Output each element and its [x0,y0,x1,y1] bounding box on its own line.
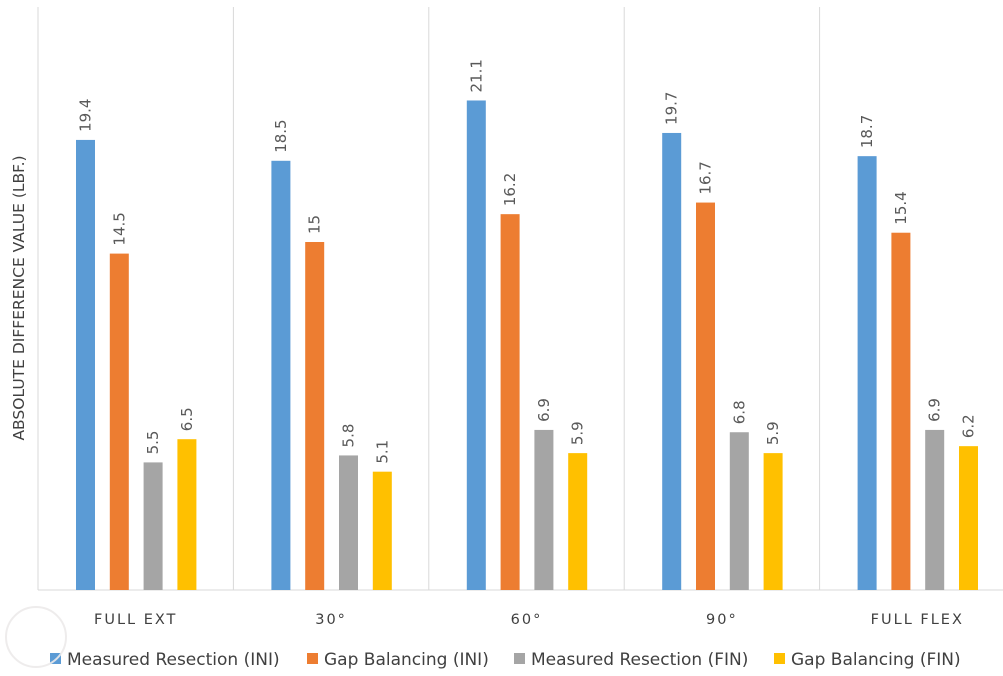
bar [372,471,392,590]
legend: Measured Resection (INI) Gap Balancing (I… [50,650,961,670]
bar [500,214,520,590]
bar [729,432,749,590]
bar [339,455,358,590]
legend-swatch [774,653,785,664]
bar [925,429,945,590]
bar-value-label: 14.5 [110,212,128,245]
bars [76,100,978,591]
bar [763,453,783,590]
bar-value-label: 15 [306,215,324,234]
bar [662,132,682,590]
bar-value-label: 18.5 [272,119,290,152]
category-label: 30° [315,612,347,628]
bar-value-label: 21.1 [467,59,485,92]
bar-value-label: 6.9 [926,398,944,422]
legend-swatch [307,653,318,664]
bar-value-label: 5.8 [340,424,358,448]
category-label: 60° [511,612,543,628]
bar-value-label: 16.2 [501,173,519,206]
category-separators [37,7,821,590]
legend-item-label: Measured Resection (FIN) [531,650,748,670]
bar-value-label: 6.5 [178,407,196,431]
bar [466,100,486,590]
bar-value-label: 18.7 [858,115,876,148]
category-labels: FULL EXT 30° 60° 90° FULL FLEX [94,612,964,628]
bar [305,242,325,590]
bar [959,446,978,590]
bar [534,429,554,590]
legend-item-label: Measured Resection (INI) [67,650,280,670]
legend-item-label: Gap Balancing (FIN) [791,650,961,670]
bar-value-label: 5.9 [569,421,587,445]
bar-value-label: 5.1 [373,440,391,464]
bar-value-label: 6.9 [535,398,553,422]
y-axis-title: ABSOLUTE DIFFERENCE VALUE (LBF.) [10,155,28,440]
legend-item-label: Gap Balancing (INI) [324,650,489,670]
bar-value-label: 19.7 [663,92,681,125]
bar-value-label: 15.4 [892,191,910,224]
category-label: FULL FLEX [871,612,964,628]
bar [143,462,163,590]
bar [891,232,911,590]
bar-value-labels: 19.4 14.5 5.5 6.5 18.5 15 5.8 5.1 21.1 16.2 6.9 5.9… [77,59,978,464]
category-label: FULL EXT [94,612,177,628]
legend-swatch [514,653,525,664]
bar [76,139,95,591]
bar-value-label: 5.9 [764,421,782,445]
bar [857,156,877,590]
bar-value-label: 6.2 [960,414,978,438]
bar-value-label: 16.7 [697,161,715,194]
bar [696,202,715,590]
bar [271,160,291,591]
bar [109,253,129,590]
bar-value-label: 6.8 [730,400,748,424]
bar [568,453,588,590]
category-label: 90° [706,612,738,628]
bar [177,439,197,590]
bar-value-label: 5.5 [144,431,162,455]
bar-value-label: 19.4 [77,99,95,132]
watermark-seal-icon [5,606,67,668]
